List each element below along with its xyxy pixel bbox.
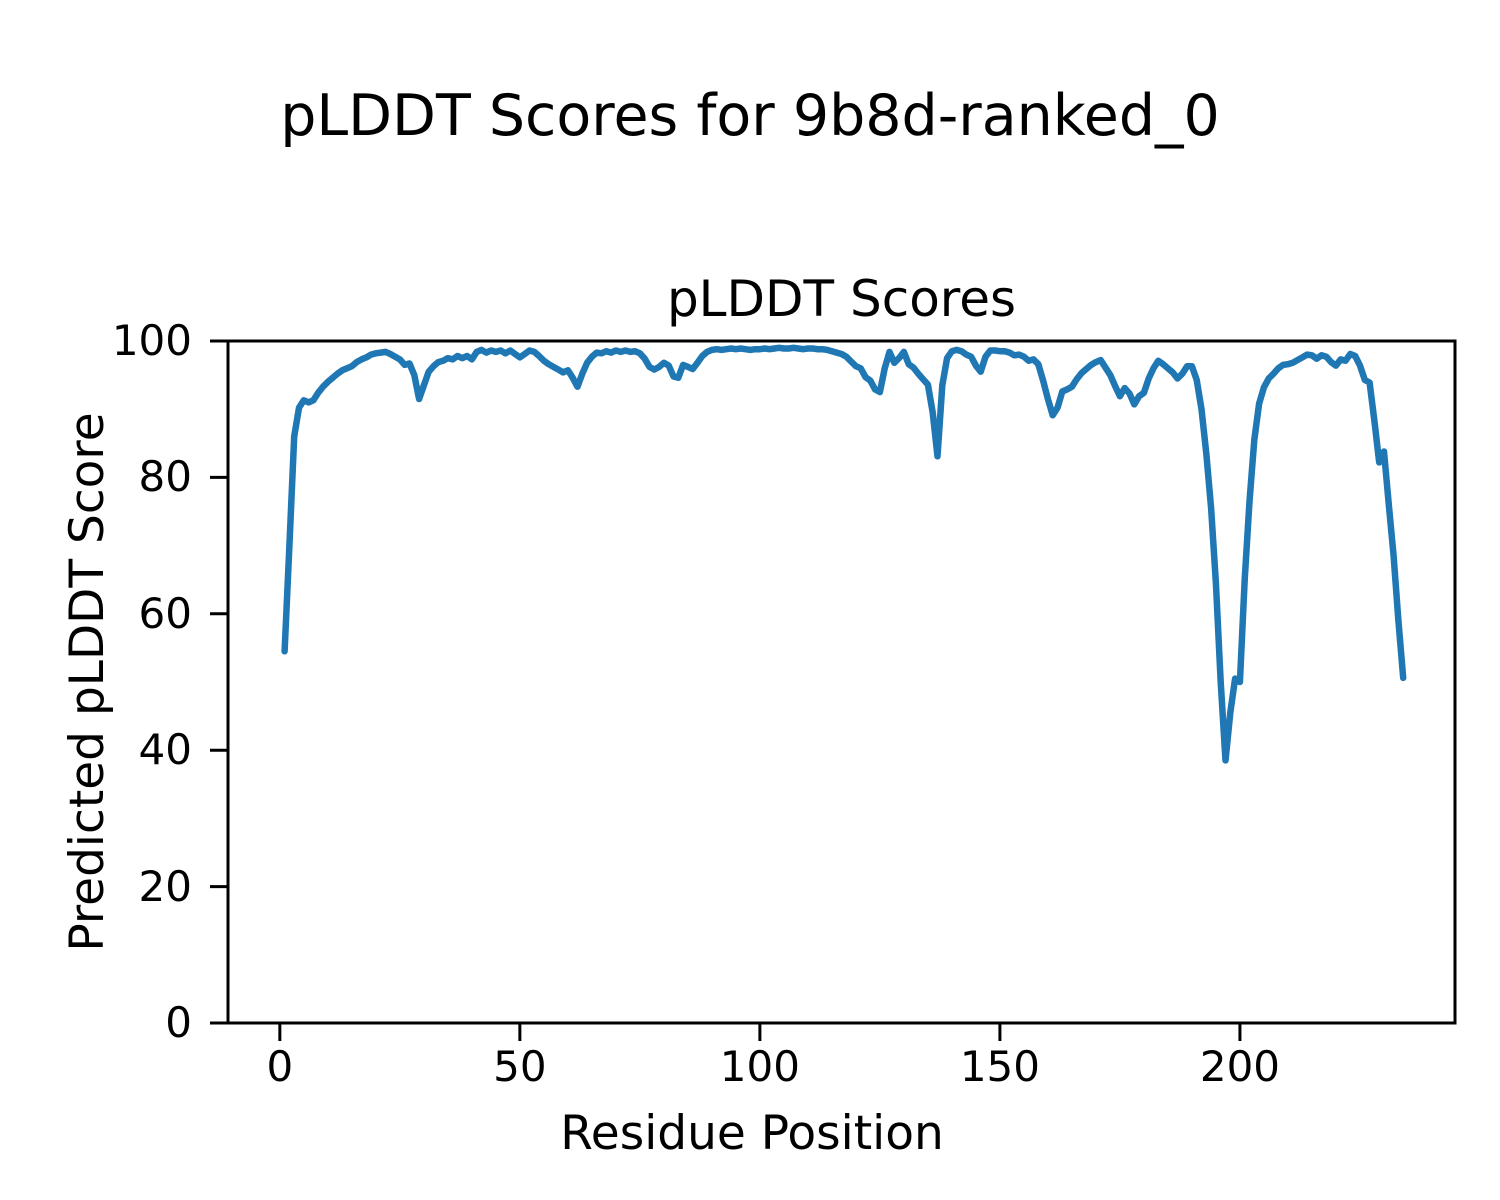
axes-title: pLDDT Scores [666, 270, 1017, 328]
plddt-line-chart [210, 339, 1457, 1041]
x-tick-label: 0 [266, 1042, 294, 1091]
x-tick-label: 200 [1199, 1042, 1281, 1091]
y-tick-label: 40 [138, 725, 192, 775]
y-tick-label: 100 [111, 316, 192, 365]
plddt-score-line [281, 344, 1407, 764]
x-axis-label: Residue Position [560, 1106, 944, 1161]
y-tick-label: 0 [165, 998, 192, 1047]
x-tick-label: 50 [493, 1042, 547, 1091]
axis-tick-marks [210, 339, 1242, 1041]
y-tick-label: 60 [138, 588, 192, 638]
x-tick-label: 100 [719, 1042, 800, 1091]
figure-title: pLDDT Scores for 9b8d-ranked_0 [280, 83, 1220, 149]
x-tick-label: 150 [959, 1042, 1040, 1091]
axes-frame [226, 339, 1457, 1025]
y-tick-label: 80 [138, 452, 192, 502]
y-tick-label: 20 [138, 861, 192, 911]
